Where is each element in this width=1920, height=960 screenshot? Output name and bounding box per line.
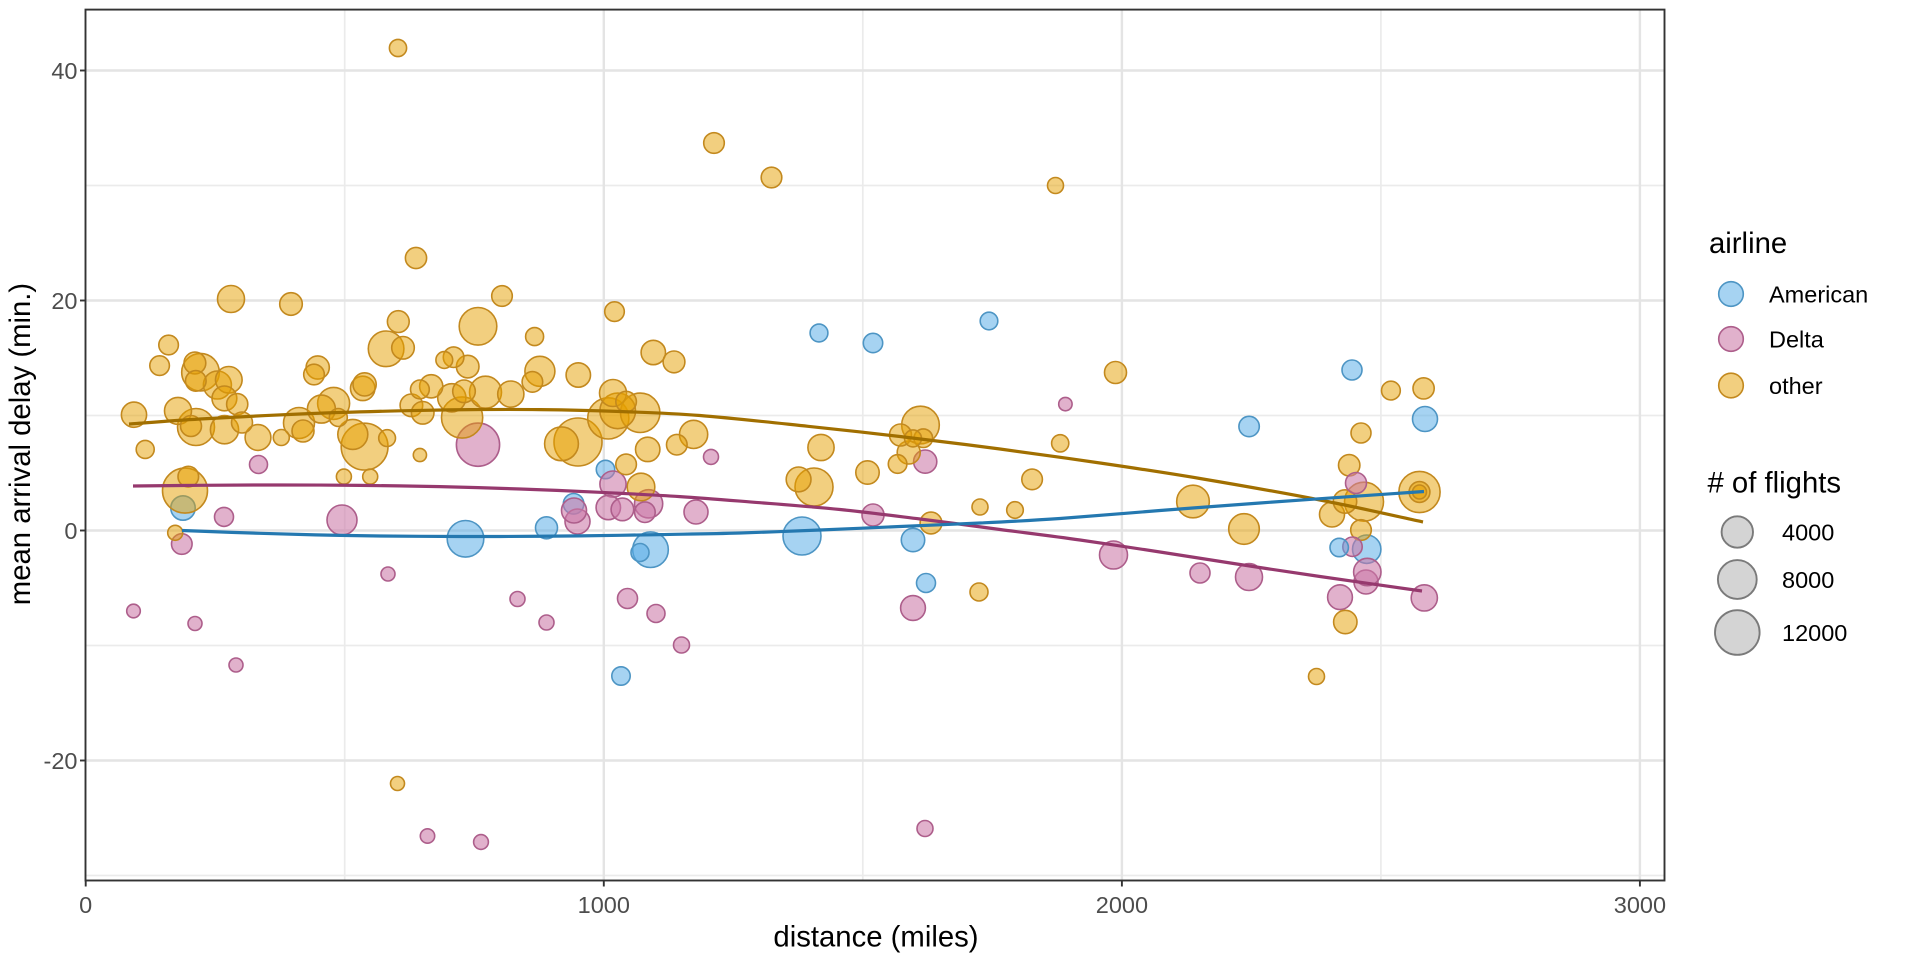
svg-text:8000: 8000 — [1782, 567, 1834, 593]
svg-text:# of flights: # of flights — [1708, 467, 1842, 500]
svg-text:20: 20 — [51, 288, 77, 314]
svg-text:1000: 1000 — [578, 892, 630, 918]
svg-text:4000: 4000 — [1782, 519, 1834, 545]
svg-text:American: American — [1769, 281, 1868, 307]
svg-text:airline: airline — [1709, 227, 1787, 260]
svg-text:mean arrival delay (min.): mean arrival delay (min.) — [4, 283, 37, 605]
svg-text:0: 0 — [64, 518, 77, 544]
svg-text:3000: 3000 — [1614, 892, 1666, 918]
svg-text:distance (miles): distance (miles) — [773, 921, 978, 954]
svg-text:other: other — [1769, 373, 1823, 399]
svg-text:0: 0 — [79, 892, 92, 918]
svg-text:40: 40 — [51, 58, 77, 84]
svg-text:2000: 2000 — [1096, 892, 1148, 918]
svg-text:-20: -20 — [44, 748, 78, 774]
svg-text:Delta: Delta — [1769, 326, 1825, 352]
svg-text:12000: 12000 — [1782, 620, 1847, 646]
